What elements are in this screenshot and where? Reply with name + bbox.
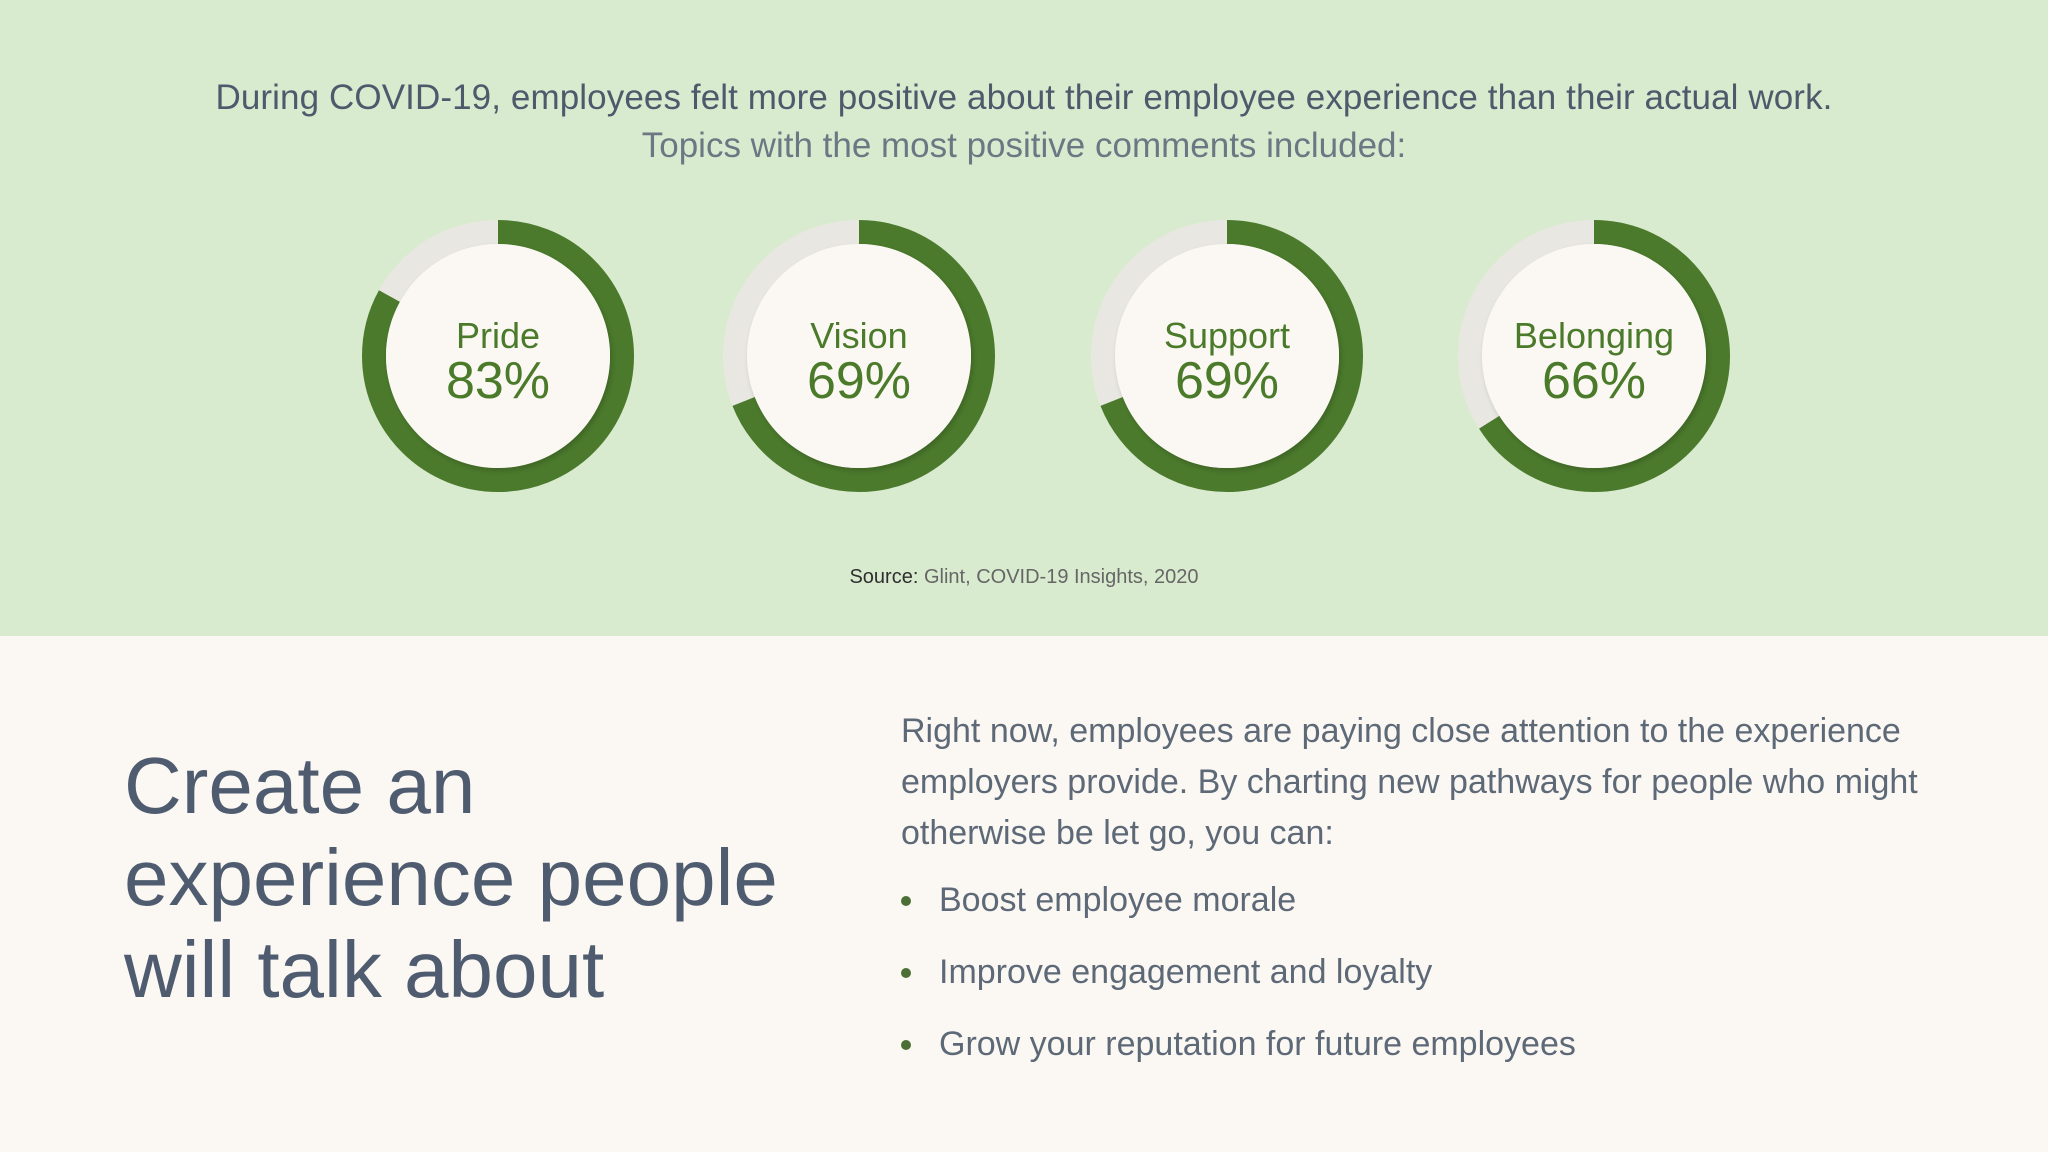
list-item: Grow your reputation for future employee… [901,1024,1941,1096]
donut-value-arc [362,220,634,492]
donut-value-label: 69% [807,352,911,410]
banner-headline: During COVID-19, employees felt more pos… [215,78,1833,117]
donut-center [747,244,971,468]
donut-value-arc [1091,220,1363,492]
section-title: Create an experience people will talk ab… [124,740,824,1016]
donut-label: Vision [810,315,907,356]
donut-center [1115,244,1339,468]
bullet-dot-icon [901,1040,911,1050]
intro-paragraph: Right now, employees are paying close at… [901,712,1918,852]
donut-value-label: 66% [1542,352,1646,410]
source-text: Glint, COVID-19 Insights, 2020 [923,566,1199,588]
donut-label: Support [1164,315,1290,356]
section-title-line: will talk about [124,925,605,1014]
section-title-line: Create an [124,741,476,830]
donut-center [1482,244,1706,468]
donut-value-label: 83% [446,352,550,410]
donut-center [386,244,610,468]
bullet-dot-icon [901,968,911,978]
donut-label: Belonging [1514,315,1674,356]
list-item-text: Boost employee morale [939,881,1297,919]
donut-value-arc [1458,220,1730,492]
source-label: Source: [849,566,919,588]
donut-value-arc [723,220,995,492]
bullet-dot-icon [901,896,911,906]
section-title-line: experience people [124,833,778,922]
list-item: Improve engagement and loyalty [901,952,1941,1024]
source-citation: Source: Glint, COVID-19 Insights, 2020 [0,566,2048,589]
benefit-list: Boost employee morale Improve engagement… [901,880,1941,1096]
list-item: Boost employee morale [901,880,1941,952]
list-item-text: Improve engagement and loyalty [939,953,1433,991]
donut-value-label: 69% [1175,352,1279,410]
list-item-text: Grow your reputation for future employee… [939,1025,1576,1063]
banner-subhead: Topics with the most positive comments i… [641,126,1407,165]
donut-label: Pride [456,315,540,356]
